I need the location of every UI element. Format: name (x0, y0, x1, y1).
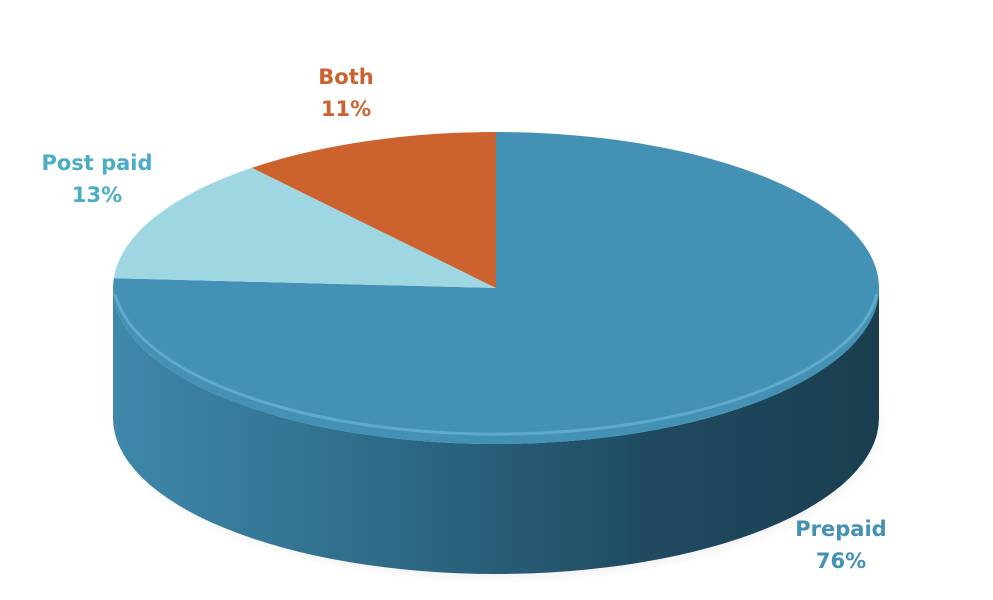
label-post-paid-name: Post paid (41, 151, 153, 175)
label-both-value: 11% (320, 97, 372, 121)
pie-slice-post-paid (113, 167, 496, 288)
pie-side-prepaid (113, 288, 879, 574)
pie-slice-prepaid (113, 132, 880, 444)
label-post-paid-value: 13% (71, 183, 123, 207)
label-prepaid-value: 76% (815, 549, 867, 573)
label-prepaid-name: Prepaid (795, 517, 887, 541)
pie-rim-highlight (113, 293, 879, 436)
pie-slice-both (251, 132, 496, 288)
label-both-name: Both (318, 65, 374, 89)
label-both: Both 11% (266, 61, 426, 125)
label-prepaid: Prepaid 76% (761, 513, 921, 577)
label-post-paid: Post paid 13% (17, 147, 177, 211)
